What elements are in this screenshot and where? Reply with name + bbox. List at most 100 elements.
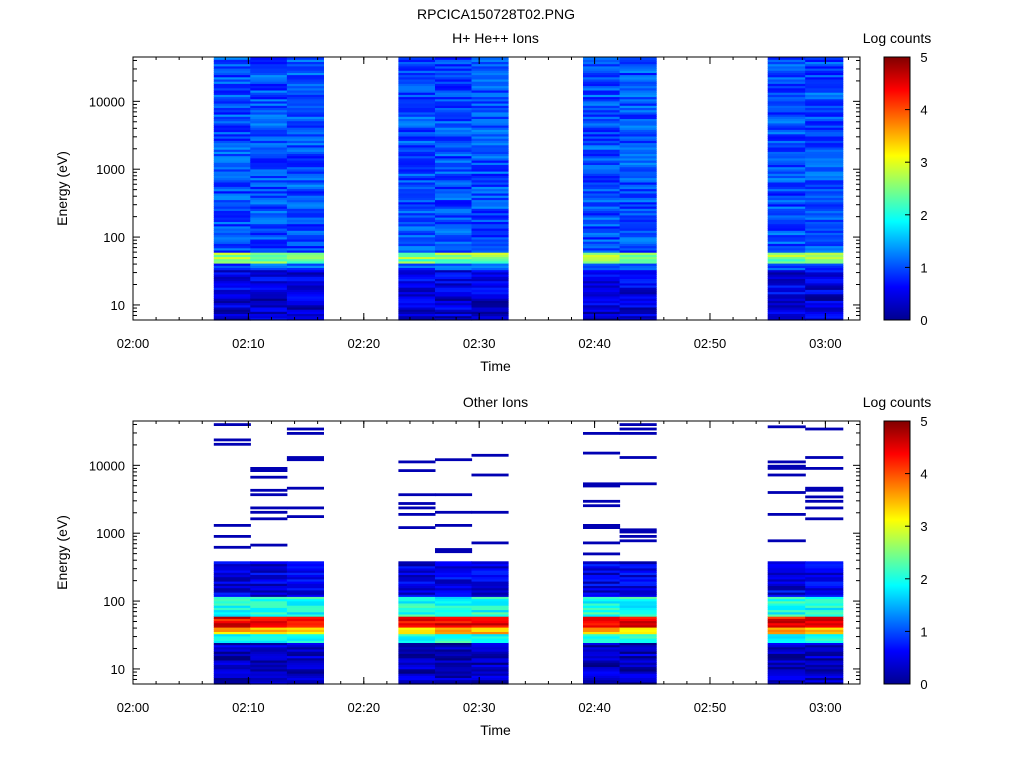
heatmap-cell <box>435 175 473 179</box>
heatmap-cell <box>213 140 251 144</box>
heatmap-cell <box>619 160 657 163</box>
heatmap-cell <box>398 173 436 176</box>
x-tick-label: 02:30 <box>463 700 496 715</box>
heatmap-cell <box>250 238 288 242</box>
heatmap-cell <box>250 620 288 624</box>
heatmap-cell <box>435 640 473 643</box>
heatmap-cell <box>286 561 324 565</box>
heatmap-cell <box>398 284 436 288</box>
heatmap-cell <box>213 313 251 317</box>
heatmap-cell <box>286 605 324 608</box>
heatmap-cell <box>619 482 657 486</box>
heatmap-cell <box>767 642 806 646</box>
heatmap-cell <box>398 570 436 573</box>
heatmap-cell <box>805 287 844 290</box>
heatmap-cell <box>805 570 844 573</box>
heatmap-cell <box>583 666 621 670</box>
heatmap-cell <box>471 302 509 306</box>
heatmap-cell <box>805 230 844 233</box>
heatmap-cell <box>398 304 436 308</box>
heatmap-cell <box>805 602 844 606</box>
heatmap-cell <box>619 208 657 211</box>
heatmap-cell <box>583 164 621 168</box>
heatmap-cell <box>250 315 288 319</box>
heatmap-cell <box>398 238 436 242</box>
heatmap-cell <box>471 274 509 277</box>
heatmap-cell <box>805 622 844 626</box>
heatmap-cell <box>398 142 436 146</box>
heatmap-cell <box>583 212 621 216</box>
heatmap-cell <box>250 666 288 670</box>
heatmap-cell <box>213 243 251 247</box>
heatmap-cell <box>435 74 473 78</box>
heatmap-cell <box>471 221 509 225</box>
heatmap-cell <box>619 594 657 597</box>
y-tick-label: 1000 <box>96 526 125 541</box>
heatmap-cell <box>250 144 288 148</box>
heatmap-cell <box>767 238 806 242</box>
heatmap-cell <box>805 662 844 665</box>
heatmap-cell <box>213 438 251 442</box>
heatmap-cell <box>213 78 251 82</box>
heatmap-cell <box>286 70 324 73</box>
heatmap-cell <box>805 620 844 624</box>
heatmap-cell <box>398 210 436 214</box>
heatmap-cell <box>583 627 621 630</box>
heatmap-cell <box>471 589 509 593</box>
heatmap-cell <box>435 232 473 236</box>
heatmap-cell <box>398 302 436 306</box>
heatmap-cell <box>250 278 288 282</box>
heatmap-cell <box>286 243 324 247</box>
heatmap-cell <box>250 618 288 622</box>
heatmap-cell <box>583 280 621 284</box>
heatmap-cell <box>767 214 806 218</box>
heatmap-cell <box>805 135 844 139</box>
heatmap-cell <box>286 254 324 258</box>
heatmap-cell <box>805 247 844 251</box>
heatmap-cell <box>398 144 436 148</box>
heatmap-cell <box>619 225 657 229</box>
x-tick-label: 02:40 <box>578 336 611 351</box>
heatmap-cell <box>435 190 473 194</box>
heatmap-cell <box>619 271 657 275</box>
heatmap-cell <box>583 76 621 80</box>
heatmap-cell <box>286 600 324 604</box>
heatmap-cell <box>435 57 473 60</box>
heatmap-cell <box>619 276 657 279</box>
heatmap-cell <box>471 190 509 194</box>
heatmap-cell <box>286 598 324 602</box>
heatmap-cell <box>583 646 621 650</box>
heatmap-cell <box>583 98 621 102</box>
heatmap-cell <box>398 177 436 181</box>
heatmap-cell <box>583 315 621 319</box>
heatmap-cell <box>250 605 288 608</box>
heatmap-cell <box>398 252 436 255</box>
heatmap-cell <box>286 111 324 115</box>
heatmap-cell <box>213 100 251 104</box>
heatmap-cell <box>619 629 657 632</box>
heatmap-cell <box>583 254 621 258</box>
heatmap-cell <box>767 166 806 170</box>
heatmap-cell <box>250 179 288 183</box>
heatmap-cell <box>583 583 621 586</box>
heatmap-cell <box>250 160 288 163</box>
heatmap-cell <box>435 63 473 67</box>
heatmap-cell <box>250 287 288 290</box>
heatmap-cell <box>619 85 657 89</box>
heatmap-cell <box>805 195 844 198</box>
heatmap-cell <box>805 284 844 288</box>
heatmap-cell <box>583 96 621 100</box>
heatmap-cell <box>435 576 473 580</box>
heatmap-cell <box>583 118 621 122</box>
heatmap-cell <box>767 638 806 641</box>
heatmap-cell <box>805 664 844 668</box>
heatmap-cell <box>213 155 251 159</box>
heatmap-cell <box>286 298 324 301</box>
heatmap-cell <box>471 81 509 84</box>
heatmap-cell <box>250 127 288 130</box>
heatmap-cell <box>398 184 436 187</box>
heatmap-cell <box>583 135 621 139</box>
heatmap-cell <box>286 596 324 600</box>
heatmap-cell <box>805 118 844 122</box>
